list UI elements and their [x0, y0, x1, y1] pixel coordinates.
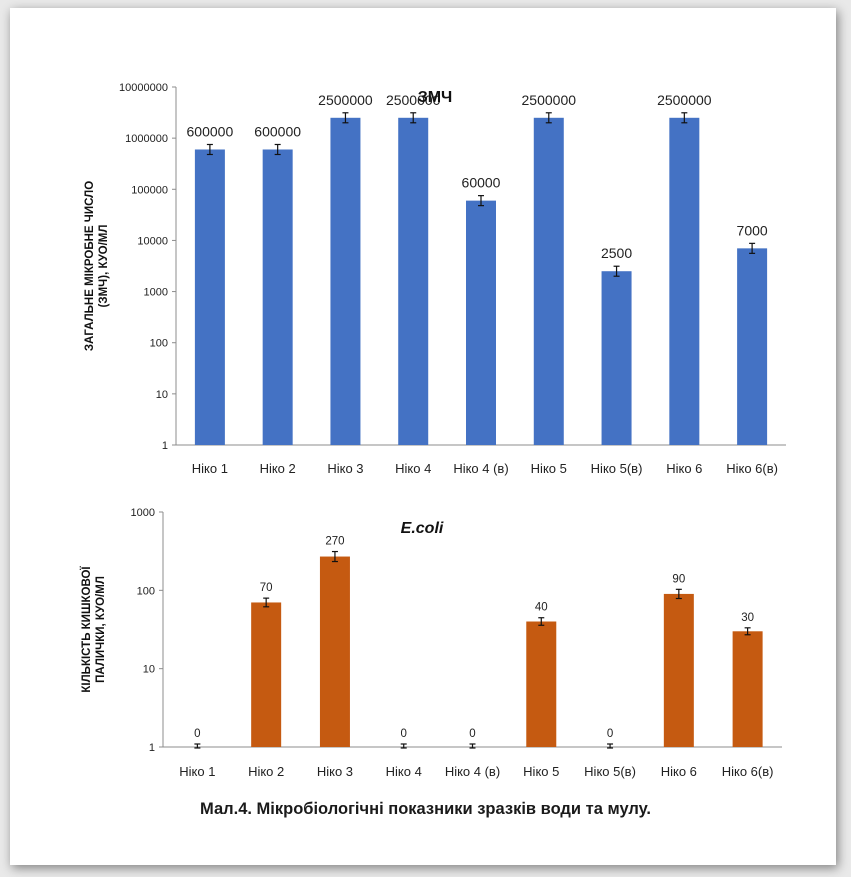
y-axis-label-line: КІЛЬКІСТЬ КИШКОВОЇ — [80, 566, 93, 693]
bar — [398, 117, 429, 445]
bar — [669, 117, 700, 445]
y-tick-label: 100 — [137, 585, 155, 597]
y-tick-label: 1 — [149, 742, 155, 754]
bar — [601, 271, 632, 445]
y-tick-label: 1000000 — [125, 133, 168, 145]
y-tick-label: 100000 — [131, 184, 168, 196]
data-label: 2500 — [601, 245, 632, 261]
data-label: 7000 — [737, 222, 768, 238]
category-label: Ніко 3 — [327, 461, 363, 476]
data-label: 270 — [325, 536, 344, 548]
data-label: 30 — [741, 612, 754, 624]
y-tick-label: 10000000 — [119, 82, 168, 94]
bar — [466, 200, 496, 445]
category-label: Ніко 6 — [666, 461, 702, 476]
y-tick-label: 1 — [162, 440, 168, 452]
category-label: Ніко 1 — [179, 764, 215, 779]
bar — [262, 149, 293, 445]
category-label: Ніко 5(в) — [584, 764, 636, 779]
data-label: 40 — [535, 602, 548, 614]
figure-caption: Мал.4. Мікробіологічні показники зразків… — [200, 800, 651, 818]
category-label: Ніко 4 — [395, 461, 431, 476]
data-label: 2500000 — [522, 92, 577, 108]
bar — [251, 602, 282, 747]
data-label: 70 — [260, 582, 273, 594]
y-tick-label: 100 — [150, 338, 168, 350]
y-tick-label: 10 — [143, 664, 155, 676]
y-tick-label: 1000 — [131, 507, 155, 519]
category-label: Ніко 6(в) — [722, 764, 774, 779]
category-label: Ніко 3 — [317, 764, 353, 779]
category-label: Ніко 6 — [661, 764, 697, 779]
data-label: 0 — [401, 728, 407, 740]
bar — [194, 149, 225, 445]
category-label: Ніко 2 — [260, 461, 296, 476]
category-label: Ніко 4 (в) — [445, 764, 500, 779]
data-label: 90 — [672, 573, 685, 585]
y-tick-label: 10000 — [137, 235, 168, 247]
y-axis-label: ЗАГАЛЬНЕ МІКРОБНЕ ЧИСЛО (ЗМЧ), КУО/МЛ — [84, 181, 110, 351]
bar — [737, 248, 768, 445]
category-label: Ніко 4 (в) — [453, 461, 508, 476]
bar — [319, 556, 350, 747]
chart-title: ЗМЧ — [418, 89, 453, 106]
category-label: Ніко 5(в) — [591, 461, 643, 476]
bar — [526, 621, 557, 747]
data-label: 0 — [607, 728, 613, 740]
category-label: Ніко 2 — [248, 764, 284, 779]
ecoli-chart: 1 10 100 1000 0 Ніко 1 70 Ніко 2 270 Ніко 3 0 Ніко … — [80, 507, 782, 779]
zmch-chart: 1 10 100 1000 10000 100000 1000000 10000000 6000… — [84, 82, 786, 476]
bar — [732, 631, 763, 747]
category-label: Ніко 6(в) — [726, 461, 778, 476]
data-label: 600000 — [187, 123, 234, 139]
y-axis-label-line: ЗАГАЛЬНЕ МІКРОБНЕ ЧИСЛО — [84, 181, 96, 351]
data-label: 0 — [194, 728, 200, 740]
data-label: 2500000 — [657, 92, 712, 108]
y-tick-label: 10 — [156, 389, 168, 401]
category-label: Ніко 5 — [531, 461, 567, 476]
bar — [533, 117, 564, 445]
data-label: 2500000 — [386, 92, 441, 108]
bar — [330, 117, 361, 445]
y-axis-label: КІЛЬКІСТЬ КИШКОВОЇ ПАЛИЧКИ, КУО/МЛ — [80, 566, 107, 693]
data-label: 60000 — [462, 175, 501, 191]
category-label: Ніко 1 — [192, 461, 228, 476]
data-label: 0 — [469, 728, 475, 740]
y-axis-label-line: (ЗМЧ), КУО/МЛ — [98, 225, 110, 308]
data-label: 2500000 — [318, 92, 373, 108]
y-tick-label: 1000 — [144, 287, 168, 299]
category-label: Ніко 4 — [386, 764, 422, 779]
category-label: Ніко 5 — [523, 764, 559, 779]
data-label: 600000 — [254, 123, 301, 139]
bar — [663, 593, 694, 747]
y-axis-label-line: ПАЛИЧКИ, КУО/МЛ — [95, 576, 107, 683]
chart-title: E.coli — [401, 520, 444, 537]
